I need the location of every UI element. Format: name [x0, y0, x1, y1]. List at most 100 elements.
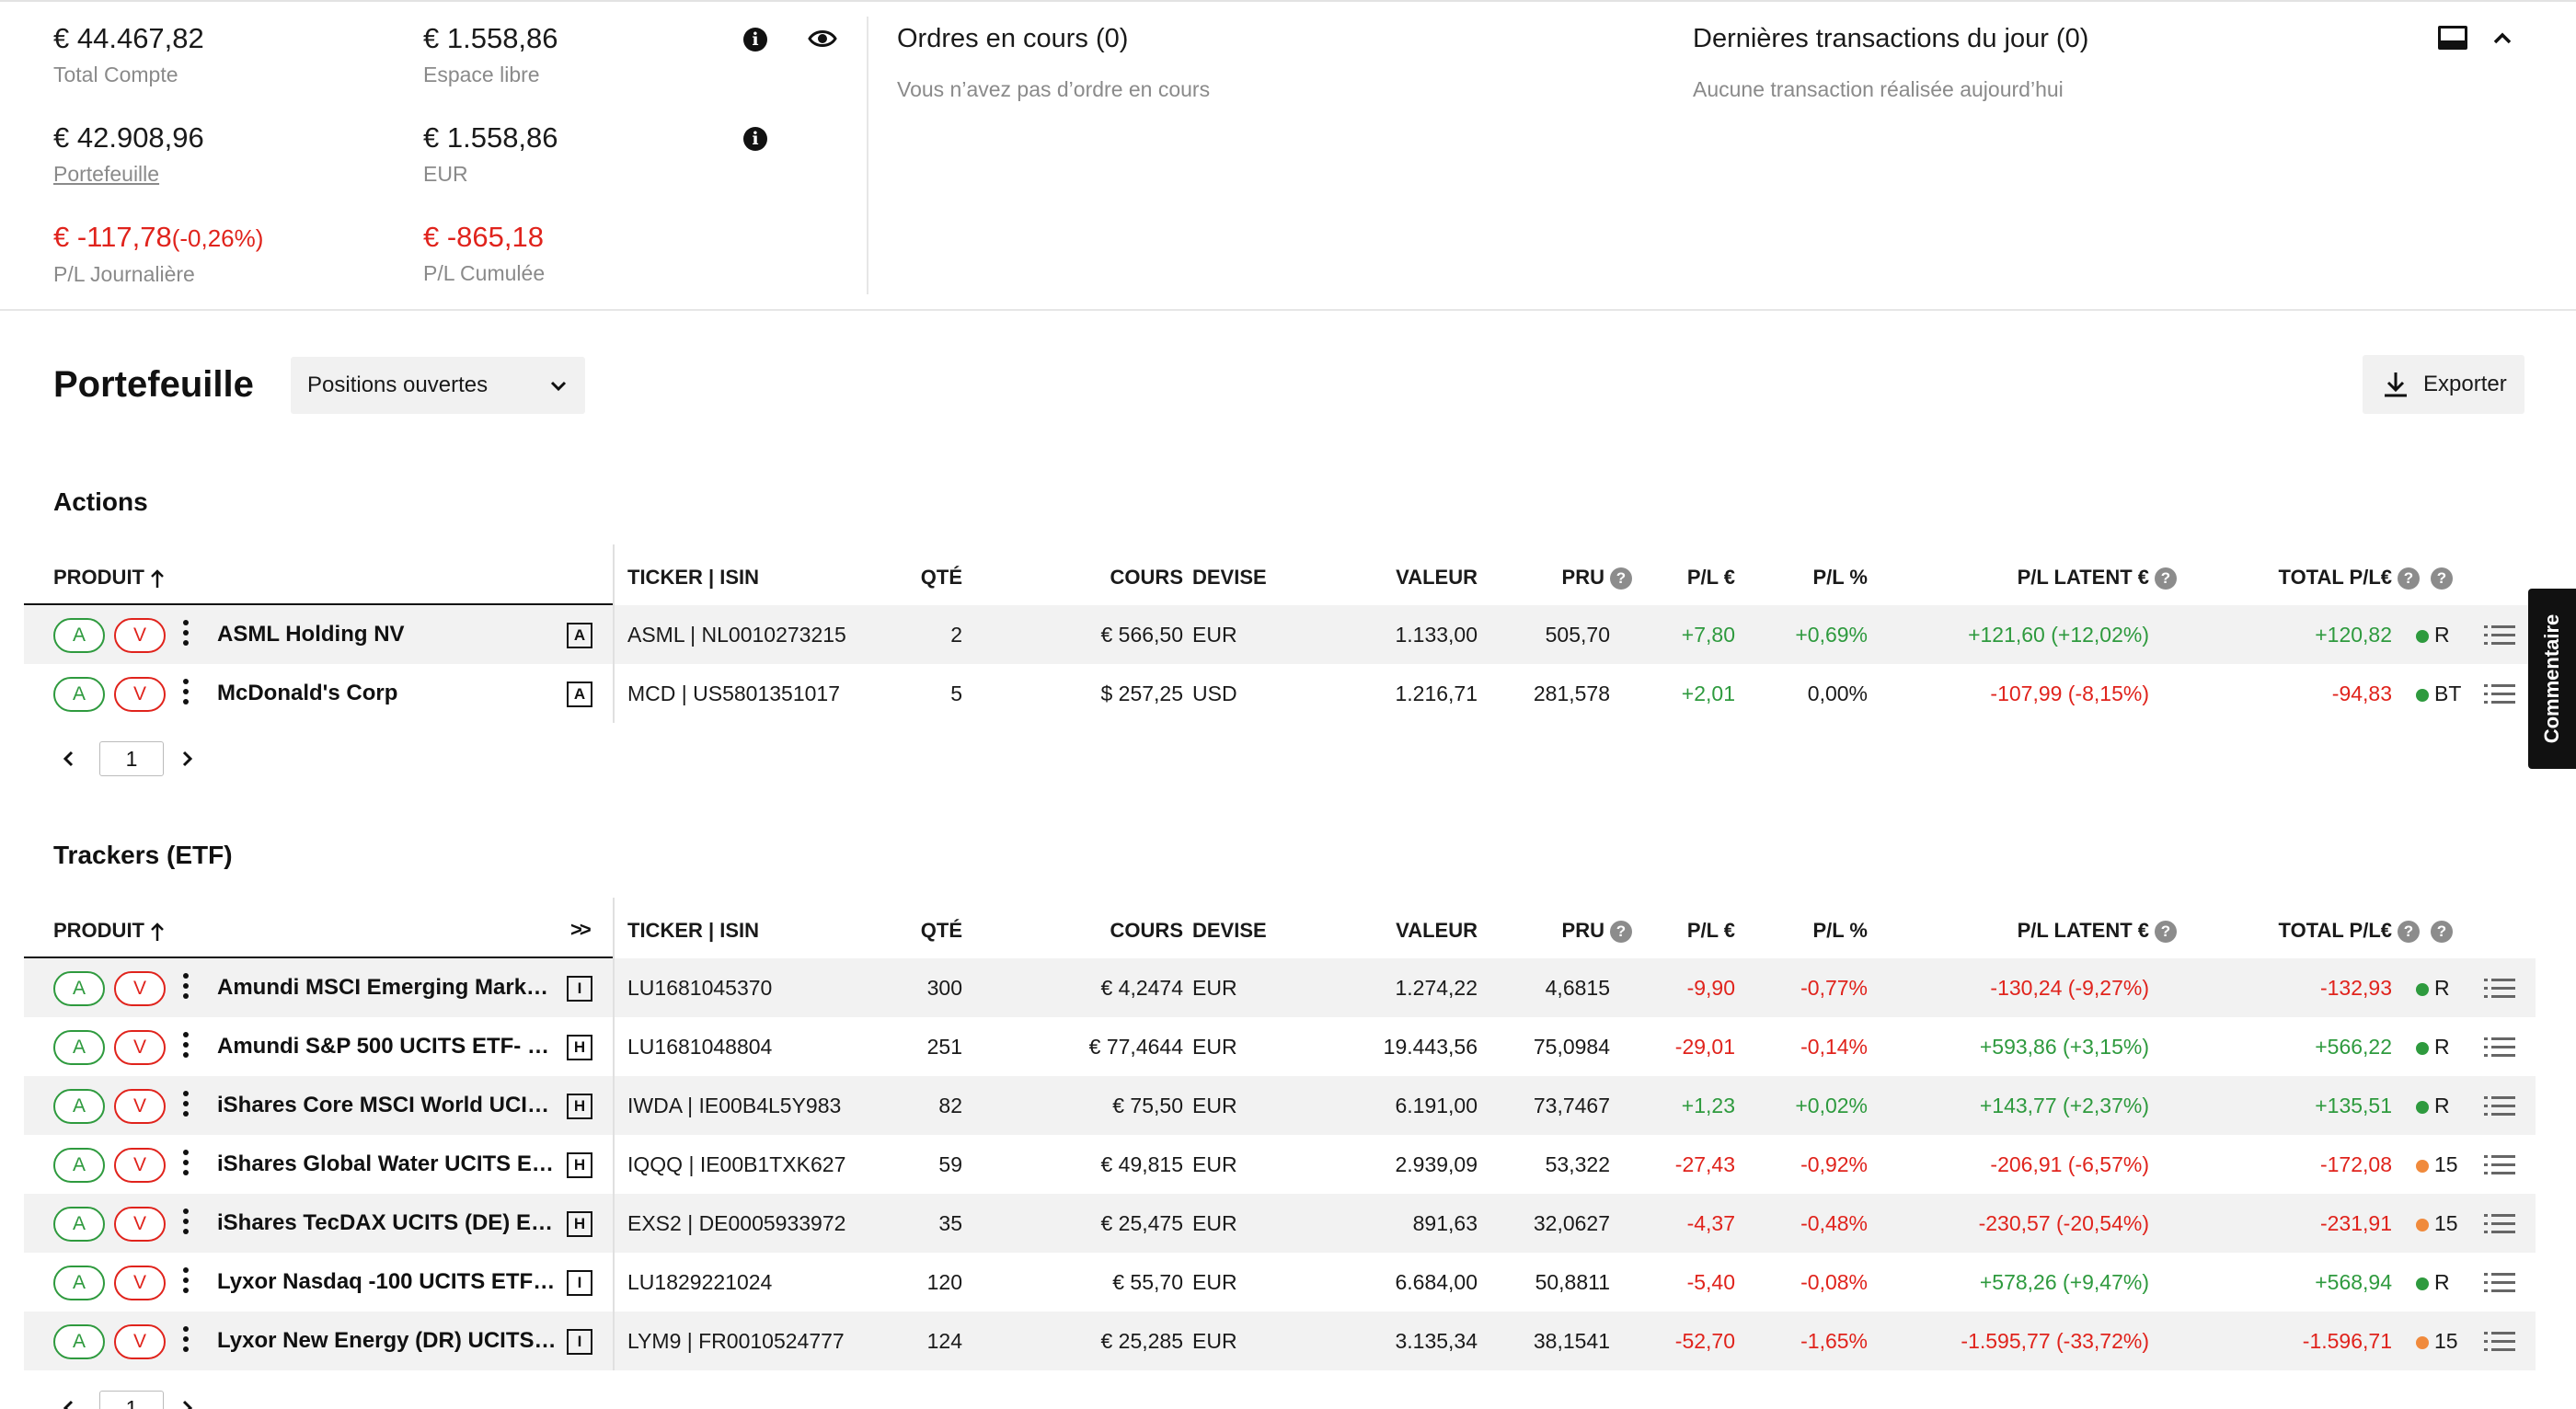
product-name[interactable]: McDonald's Corp [217, 681, 398, 705]
column-header-cours[interactable]: COURS [999, 918, 1183, 944]
list-menu-icon[interactable] [2484, 1330, 2515, 1354]
kebab-icon[interactable] [182, 1091, 190, 1120]
column-header-ticker[interactable]: TICKER | ISIN [627, 565, 857, 590]
list-menu-icon[interactable] [2484, 682, 2515, 706]
column-header-pru[interactable]: PRU? [1459, 918, 1632, 944]
page-number[interactable]: 1 [99, 741, 164, 776]
table-row[interactable]: A V Amundi S&P 500 UCITS ETF- EU... H LU1681… [24, 1017, 2536, 1076]
list-menu-icon[interactable] [2484, 1094, 2515, 1118]
column-header-devise[interactable]: DEVISE [1192, 918, 1303, 944]
kebab-icon[interactable] [182, 620, 190, 649]
help-icon[interactable]: ? [1610, 921, 1632, 944]
column-header-total-pl[interactable]: TOTAL P/L€? [2177, 918, 2420, 944]
kebab-icon[interactable] [182, 1267, 190, 1297]
kebab-icon[interactable] [182, 1150, 190, 1179]
product-name[interactable]: Lyxor New Energy (DR) UCITS ET... [217, 1328, 559, 1353]
buy-button[interactable]: A [53, 677, 105, 712]
table-row[interactable]: A V Lyxor Nasdaq -100 UCITS ETF - A... I LU1… [24, 1253, 2536, 1312]
table-row[interactable]: A V Lyxor New Energy (DR) UCITS ET... I LYM9… [24, 1312, 2536, 1370]
column-header-pl-pct[interactable]: P/L % [1744, 565, 1868, 590]
list-menu-icon[interactable] [2484, 1271, 2515, 1295]
comment-tab[interactable]: Commentaire [2528, 589, 2576, 769]
help-icon[interactable]: ? [2431, 567, 2453, 590]
column-header-valeur[interactable]: VALEUR [1294, 918, 1478, 944]
sell-button[interactable]: V [114, 1207, 166, 1242]
table-row[interactable]: A V Amundi MSCI Emerging Markets ... I LU168… [24, 958, 2536, 1017]
column-header-qte[interactable]: QTÉ [889, 918, 962, 944]
chevron-right-icon[interactable] [177, 1398, 197, 1409]
help-icon[interactable]: ? [1610, 567, 1632, 590]
portefeuille-link[interactable]: Portefeuille [53, 162, 160, 186]
sort-arrow-up-icon[interactable] [150, 922, 165, 942]
buy-button[interactable]: A [53, 1266, 105, 1300]
sell-button[interactable]: V [114, 677, 166, 712]
help-icon[interactable]: ? [2398, 921, 2420, 944]
buy-button[interactable]: A [53, 1324, 105, 1359]
eye-icon[interactable] [808, 28, 837, 50]
column-header-pl-pct[interactable]: P/L % [1744, 918, 1868, 944]
info-icon[interactable]: i [743, 127, 767, 151]
product-name[interactable]: Amundi S&P 500 UCITS ETF- EU... [217, 1034, 559, 1059]
sell-button[interactable]: V [114, 1324, 166, 1359]
sort-arrow-up-icon[interactable] [150, 568, 165, 589]
column-header-total-pl[interactable]: TOTAL P/L€? [2177, 565, 2420, 590]
sell-button[interactable]: V [114, 1030, 166, 1065]
column-header-cours[interactable]: COURS [999, 565, 1183, 590]
page-number[interactable]: 1 [99, 1391, 164, 1409]
list-menu-icon[interactable] [2484, 1212, 2515, 1236]
table-row[interactable]: A V McDonald's Corp A MCD | US5801351017 5 $ 2… [24, 664, 2536, 723]
list-menu-icon[interactable] [2484, 977, 2515, 1001]
product-name[interactable]: iShares TecDAX UCITS (DE) EUR ... [217, 1210, 559, 1235]
help-icon[interactable]: ? [2431, 921, 2453, 944]
sell-button[interactable]: V [114, 1266, 166, 1300]
expand-columns-button[interactable]: >> [570, 918, 592, 941]
positions-filter-select[interactable]: Positions ouvertes [291, 357, 585, 414]
column-header-pl-eur[interactable]: P/L € [1625, 565, 1735, 590]
product-name[interactable]: ASML Holding NV [217, 622, 405, 647]
list-menu-icon[interactable] [2484, 1036, 2515, 1060]
column-header-ticker[interactable]: TICKER | ISIN [627, 918, 857, 944]
column-header-produit[interactable]: PRODUIT [53, 565, 165, 590]
sell-button[interactable]: V [114, 618, 166, 653]
sell-button[interactable]: V [114, 1089, 166, 1124]
info-icon[interactable]: i [743, 28, 767, 52]
column-header-devise[interactable]: DEVISE [1192, 565, 1303, 590]
chevron-up-icon[interactable] [2490, 26, 2515, 52]
column-header-pl-eur[interactable]: P/L € [1625, 918, 1735, 944]
sell-button[interactable]: V [114, 971, 166, 1006]
chevron-left-icon[interactable] [59, 1398, 79, 1409]
column-header-pl-latent[interactable]: P/L LATENT €? [1901, 918, 2177, 944]
buy-button[interactable]: A [53, 1148, 105, 1183]
list-menu-icon[interactable] [2484, 1153, 2515, 1177]
product-name[interactable]: Lyxor Nasdaq -100 UCITS ETF - A... [217, 1269, 559, 1294]
kebab-icon[interactable] [182, 1209, 190, 1238]
help-icon[interactable]: ? [2155, 567, 2177, 590]
export-button[interactable]: Exporter [2363, 355, 2524, 414]
buy-button[interactable]: A [53, 618, 105, 653]
column-header-pru[interactable]: PRU? [1459, 565, 1632, 590]
kebab-icon[interactable] [182, 1032, 190, 1061]
table-row[interactable]: A V ASML Holding NV A ASML | NL0010273215 2 € … [24, 605, 2536, 664]
chevron-right-icon[interactable] [177, 749, 197, 769]
column-header-pl-latent[interactable]: P/L LATENT €? [1901, 565, 2177, 590]
chevron-left-icon[interactable] [59, 749, 79, 769]
layout-icon[interactable] [2438, 26, 2467, 50]
buy-button[interactable]: A [53, 1207, 105, 1242]
product-name[interactable]: iShares Core MSCI World UCITS ... [217, 1093, 559, 1117]
buy-button[interactable]: A [53, 971, 105, 1006]
kebab-icon[interactable] [182, 1326, 190, 1356]
sell-button[interactable]: V [114, 1148, 166, 1183]
help-icon[interactable]: ? [2398, 567, 2420, 590]
buy-button[interactable]: A [53, 1089, 105, 1124]
kebab-icon[interactable] [182, 973, 190, 1002]
help-icon[interactable]: ? [2155, 921, 2177, 944]
kebab-icon[interactable] [182, 679, 190, 708]
buy-button[interactable]: A [53, 1030, 105, 1065]
column-header-valeur[interactable]: VALEUR [1294, 565, 1478, 590]
product-name[interactable]: Amundi MSCI Emerging Markets ... [217, 975, 559, 1000]
column-header-qte[interactable]: QTÉ [889, 565, 962, 590]
list-menu-icon[interactable] [2484, 624, 2515, 647]
